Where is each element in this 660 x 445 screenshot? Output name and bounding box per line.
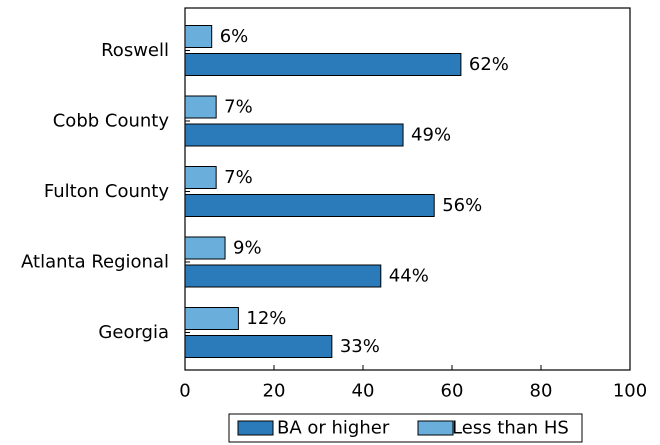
category-axis: Roswell Cobb County Fulton County Atlanta R…	[21, 40, 190, 343]
legend-label-ba-or-higher: BA or higher	[277, 418, 390, 439]
category-label-roswell: Roswell	[101, 40, 169, 61]
legend-swatch-ba-or-higher	[237, 420, 274, 436]
data-label-ba-or-higher-atlanta-regional: 44%	[389, 266, 429, 287]
legend-label-less-than-hs: Less than HS	[452, 418, 569, 439]
legend-swatch-less-than-hs	[417, 420, 454, 436]
legend-frame	[228, 413, 583, 443]
category-label-atlanta-regional: Atlanta Regional	[21, 252, 169, 273]
bar-less-than-hs-georgia	[184, 307, 239, 330]
data-label-ba-or-higher-cobb-county: 49%	[411, 125, 451, 146]
bar-ba-or-higher-roswell	[184, 53, 462, 76]
data-label-less-than-hs-georgia: 12%	[246, 308, 286, 329]
data-label-less-than-hs-fulton-county: 7%	[224, 167, 253, 188]
x-tick-label-0: 0	[179, 381, 190, 402]
bar-ba-or-higher-fulton-county	[184, 194, 435, 217]
bar-ba-or-higher-atlanta-regional	[184, 264, 382, 288]
x-axis: 0 20 40 60 80 100	[179, 365, 647, 402]
category-label-cobb-county: Cobb County	[53, 111, 170, 132]
bar-less-than-hs-atlanta-regional	[184, 236, 226, 260]
data-label-ba-or-higher-fulton-county: 56%	[442, 195, 482, 216]
bar-less-than-hs-fulton-county	[184, 166, 217, 189]
data-label-ba-or-higher-roswell: 62%	[469, 54, 509, 75]
x-tick-label-20: 20	[263, 381, 286, 402]
bar-ba-or-higher-cobb-county	[184, 123, 404, 147]
bars-layer: 6% 62% 7% 49% 7% 56% 9% 44% 12% 33%	[184, 25, 509, 358]
data-label-less-than-hs-roswell: 6%	[220, 26, 249, 47]
data-label-less-than-hs-atlanta-regional: 9%	[233, 238, 262, 259]
data-label-less-than-hs-cobb-county: 7%	[224, 97, 253, 118]
x-tick-label-100: 100	[613, 381, 647, 402]
data-label-ba-or-higher-georgia: 33%	[340, 336, 380, 357]
bar-ba-or-higher-georgia	[184, 335, 333, 358]
x-tick-label-60: 60	[441, 381, 464, 402]
bar-less-than-hs-cobb-county	[184, 95, 217, 119]
category-label-fulton-county: Fulton County	[44, 181, 169, 202]
bar-less-than-hs-roswell	[184, 25, 213, 48]
legend: BA or higher Less than HS	[228, 413, 583, 443]
category-label-georgia: Georgia	[98, 322, 169, 343]
x-tick-label-80: 80	[530, 381, 553, 402]
x-tick-label-40: 40	[352, 381, 375, 402]
